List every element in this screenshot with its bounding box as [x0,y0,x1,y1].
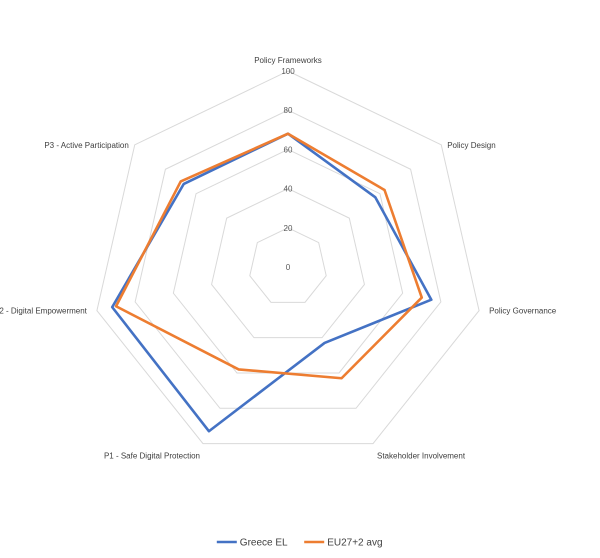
tick-label-0: 0 [286,263,291,272]
grid-ring-20 [249,227,327,303]
grid-ring-60 [172,148,404,374]
axis-label-p2-digital-empowerment: P2 - Digital Empowerment [0,307,88,316]
series-line-greece-el [110,132,433,433]
radar-series [110,132,433,433]
tick-label-100: 100 [281,67,295,76]
axis-label-stakeholder-involvement: Stakeholder Involvement [377,452,466,461]
tick-labels: 0 20 40 60 80 100 [281,67,295,272]
axis-label-policy-governance: Policy Governance [489,307,557,316]
legend-label-eu27-2-avg: EU27+2 avg [327,538,382,549]
series-line-eu27-2-avg [114,132,424,380]
tick-label-40: 40 [284,185,293,194]
legend-label-greece-el: Greece EL [240,538,288,549]
grid-ring-80 [134,109,442,409]
axis-label-p1-safe-digital-protection: P1 - Safe Digital Protection [104,452,200,461]
axis-label-policy-frameworks: Policy Frameworks [254,56,322,65]
tick-label-80: 80 [284,106,293,115]
radar-grid [96,70,480,445]
grid-ring-100 [96,70,480,445]
axis-label-p3-active-participation: P3 - Active Participation [44,141,128,150]
grid-ring-40 [211,188,365,339]
axis-labels: Policy Frameworks Policy Design Policy Gov… [0,56,557,461]
axis-label-policy-design: Policy Design [447,141,495,150]
legend: Greece EL EU27+2 avg [216,538,383,549]
tick-label-20: 20 [284,224,293,233]
tick-label-60: 60 [284,145,293,154]
